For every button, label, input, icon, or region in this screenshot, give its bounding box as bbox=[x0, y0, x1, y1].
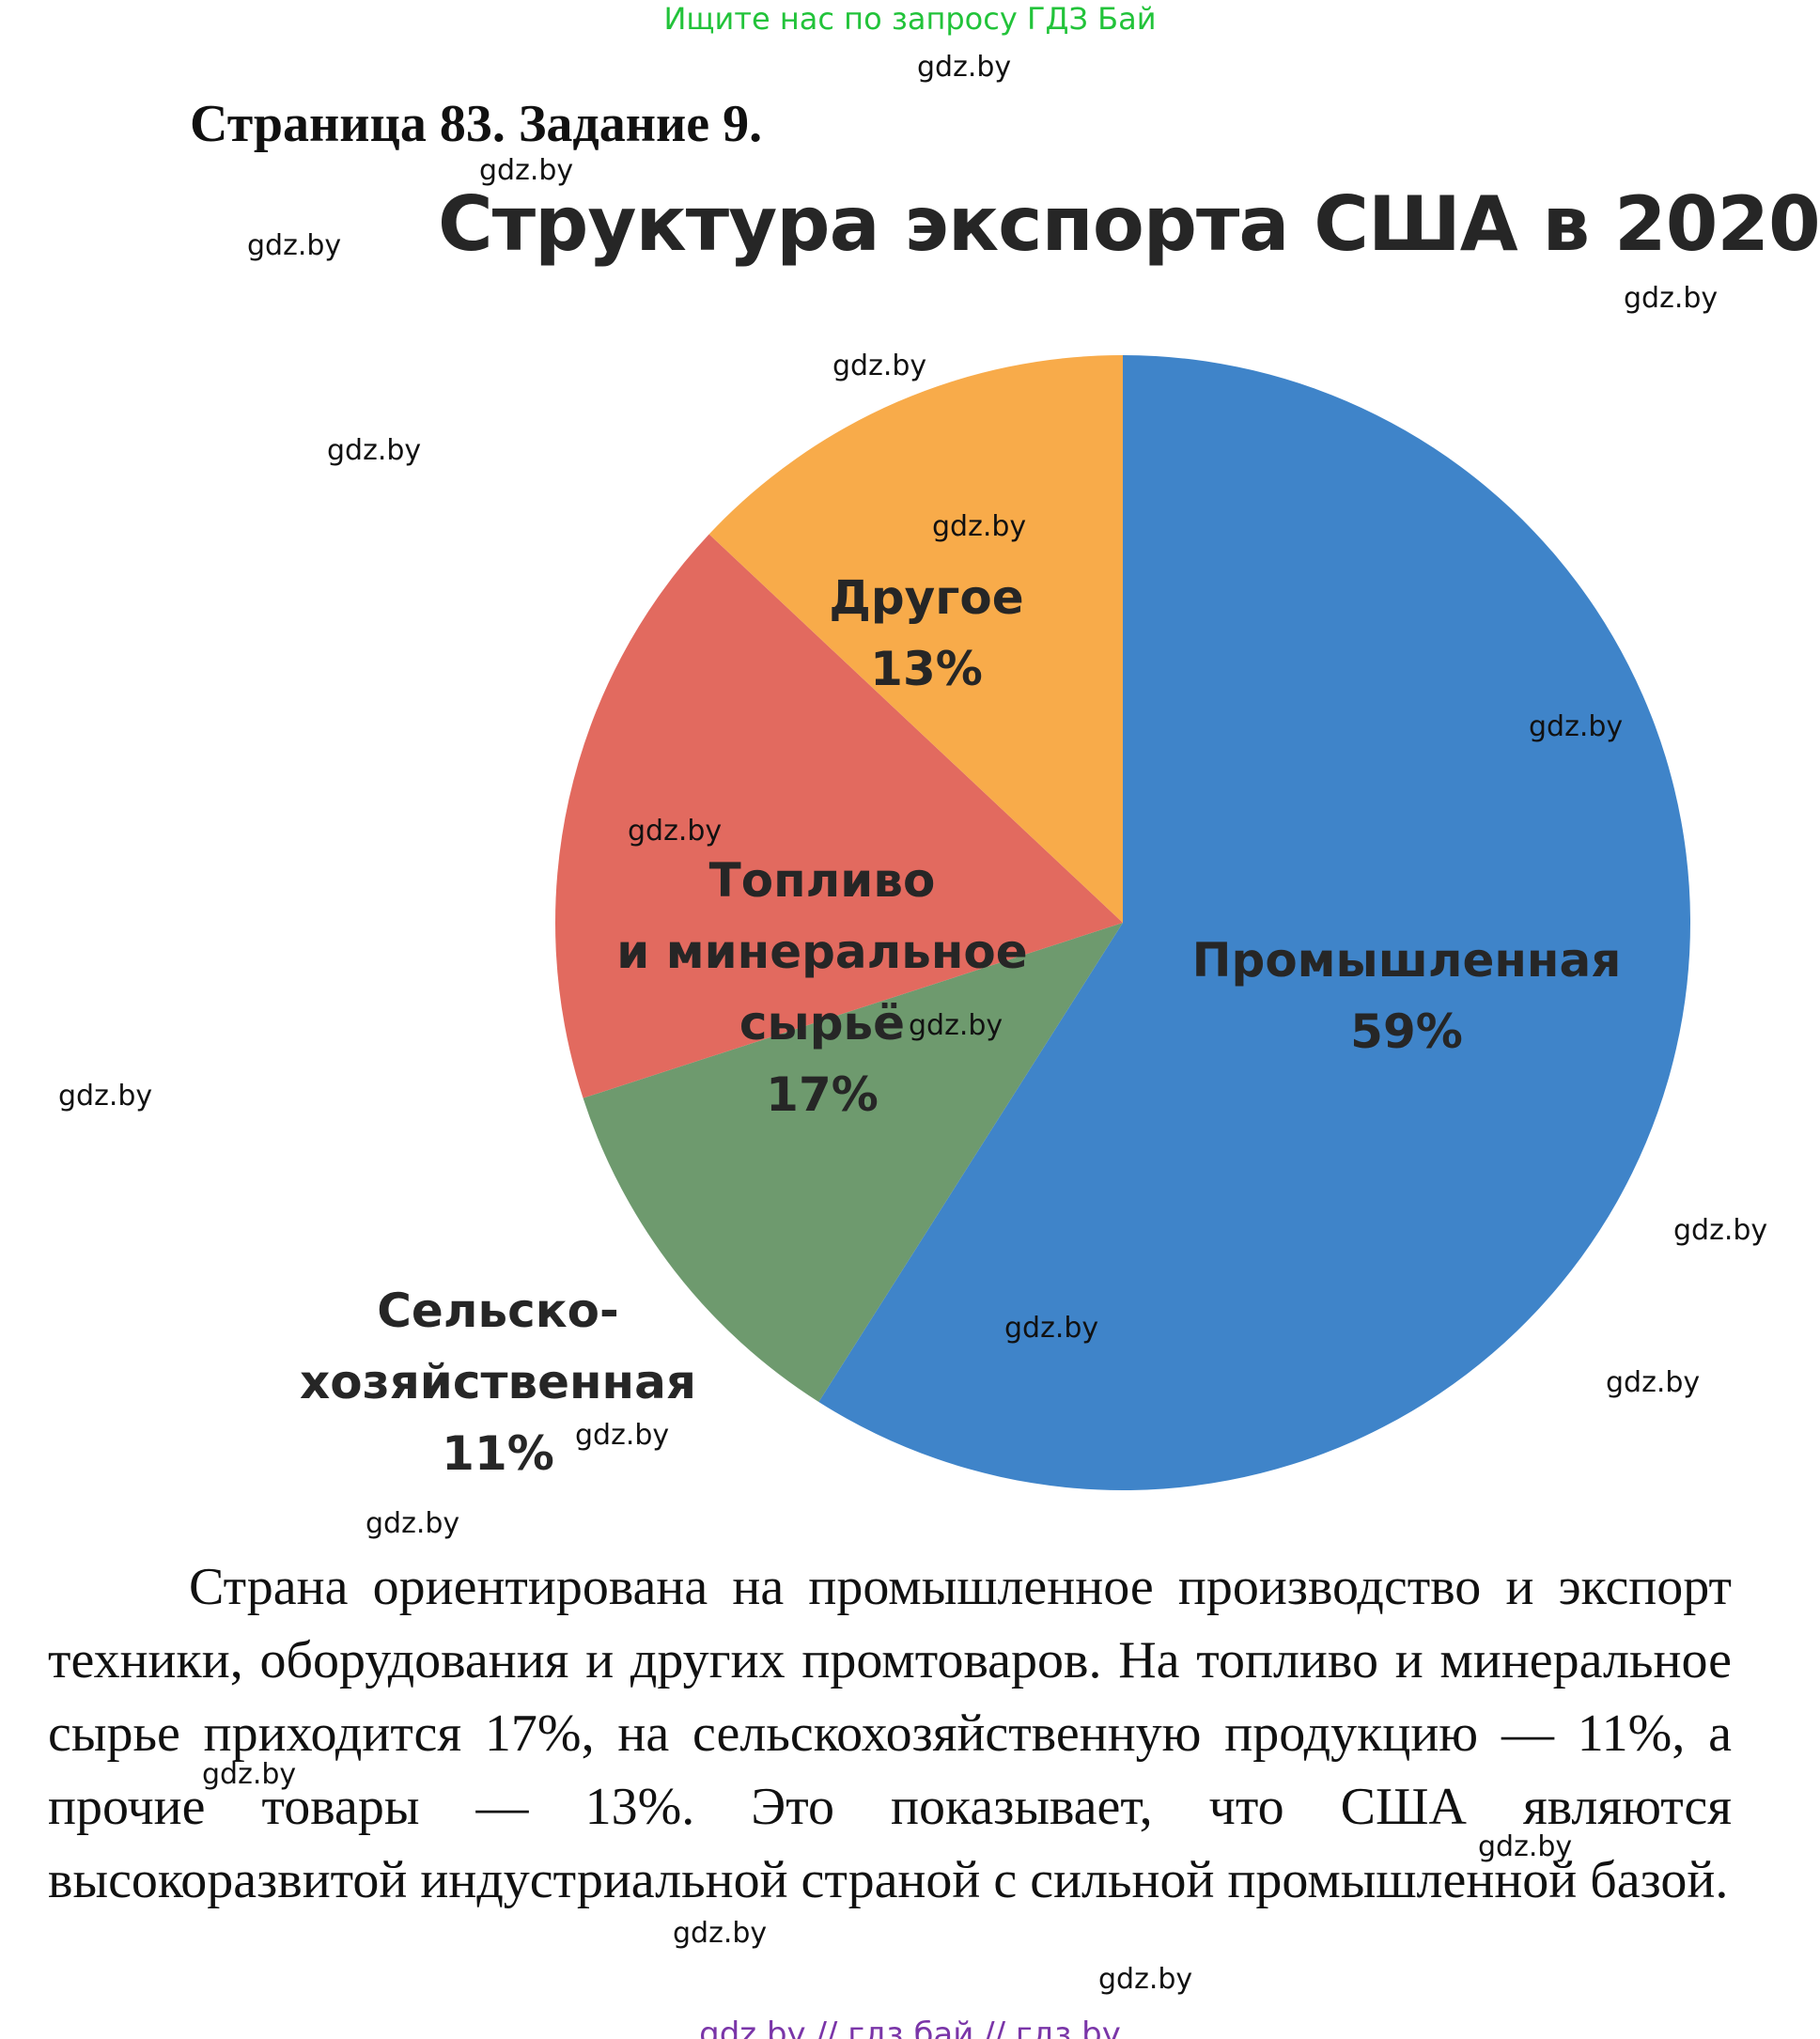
watermark: gdz.by bbox=[1606, 1366, 1701, 1399]
slice-label-fuel-name-3: сырьё bbox=[739, 996, 906, 1051]
watermark: gdz.by bbox=[932, 510, 1027, 543]
watermark: gdz.by bbox=[832, 350, 927, 382]
slice-label-fuel: Топливо и минеральное сырьё 17% bbox=[616, 845, 1027, 1130]
watermark: gdz.by bbox=[479, 154, 574, 187]
slice-label-agricultural-name-1: Сельско- bbox=[377, 1284, 619, 1338]
watermark: gdz.by bbox=[1004, 1312, 1099, 1345]
slice-label-agricultural-name-2: хозяйственная bbox=[300, 1355, 696, 1409]
pie-slice-1 bbox=[583, 923, 1123, 1402]
slice-label-industrial: Промышленная 59% bbox=[1192, 925, 1622, 1067]
task-title: Страница 83. Задание 9. bbox=[190, 95, 763, 153]
watermark: gdz.by bbox=[673, 1917, 768, 1950]
watermark: gdz.by bbox=[1624, 282, 1719, 315]
watermark: gdz.by bbox=[909, 1009, 1003, 1042]
watermark: gdz.by bbox=[917, 51, 1012, 84]
slice-label-other-name: Другое bbox=[829, 570, 1024, 625]
slice-label-agricultural-value: 11% bbox=[442, 1426, 554, 1481]
watermark: gdz.by bbox=[247, 229, 342, 262]
watermark: gdz.by bbox=[58, 1080, 153, 1113]
slice-label-industrial-name: Промышленная bbox=[1191, 933, 1622, 988]
watermark: gdz.by bbox=[202, 1758, 297, 1791]
search-banner: Ищите нас по запросу ГДЗ Бай bbox=[663, 1, 1157, 37]
watermark: gdz.by bbox=[327, 434, 422, 467]
pie-slice-0 bbox=[818, 355, 1690, 1490]
chart-title: Структура экспорта США в 2020 г. bbox=[438, 180, 1820, 268]
pie-slice-3 bbox=[708, 355, 1123, 923]
slice-label-fuel-name-2: и минеральное bbox=[616, 925, 1028, 979]
watermark: gdz.by bbox=[1673, 1214, 1768, 1247]
slice-label-other-value: 13% bbox=[870, 642, 983, 696]
watermark: gdz.by bbox=[1529, 710, 1624, 743]
watermark: gdz.by bbox=[1478, 1830, 1573, 1863]
pie-slice-2 bbox=[555, 534, 1123, 1098]
slice-label-agricultural: Сельско- хозяйственная 11% bbox=[300, 1275, 696, 1489]
slice-label-industrial-value: 59% bbox=[1350, 1004, 1463, 1059]
slice-label-other: Другое 13% bbox=[829, 562, 1023, 705]
watermark: gdz.by bbox=[575, 1419, 670, 1452]
watermark: gdz.by bbox=[1098, 1963, 1193, 1996]
explanation-paragraph: Страна ориентирована на промышленное про… bbox=[48, 1558, 1732, 1909]
slice-label-fuel-name-1: Топливо bbox=[708, 853, 936, 908]
footer-links: gdz by // гдз бай // гдз by bbox=[699, 2016, 1121, 2039]
watermark: gdz.by bbox=[366, 1507, 460, 1540]
watermark: gdz.by bbox=[628, 815, 723, 848]
slice-label-fuel-value: 17% bbox=[766, 1067, 879, 1122]
